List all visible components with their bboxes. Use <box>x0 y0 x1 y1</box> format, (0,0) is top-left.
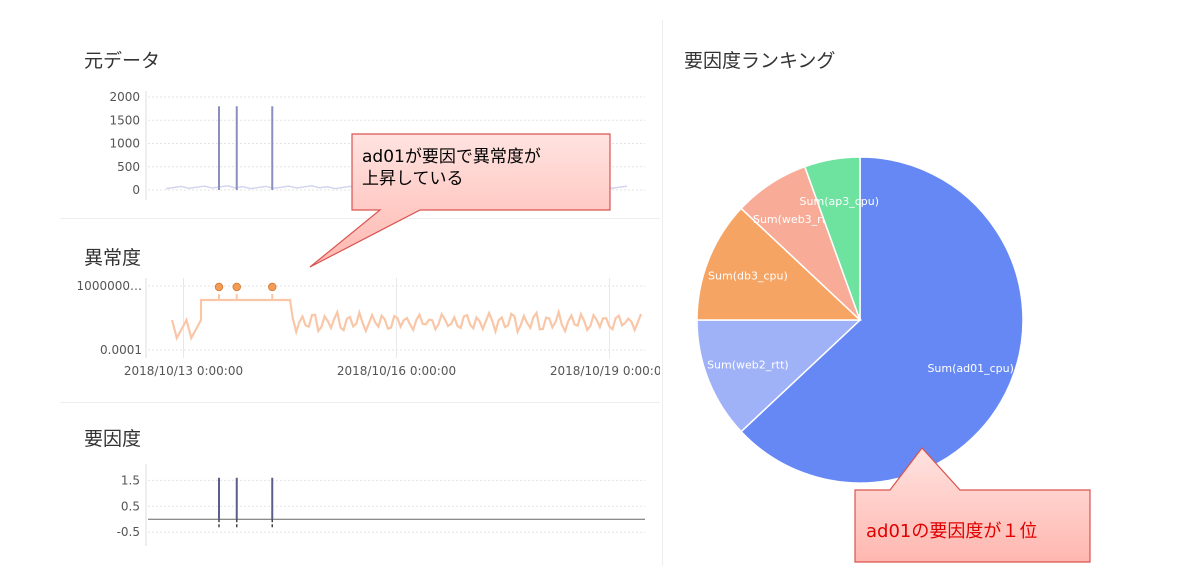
anomaly-chart: 1000000… 0.0001 2018/10/13 0:00:00 2018/10/… <box>77 278 660 378</box>
pie-slice <box>740 156 1024 484</box>
anomaly-callout-shape <box>309 133 611 268</box>
factor-title: 要因度 <box>84 428 142 450</box>
anomaly-point <box>214 282 224 292</box>
ranking-pie-chart: Sum(ad01_cpu) Sum(web2_rtt) Sum(db3_cpu) Su… <box>696 156 1024 484</box>
raw-y-tick-label: 500 <box>117 160 140 174</box>
pie-slice-label: Sum(ad01_cpu) <box>927 362 1013 375</box>
factor-y-tick-label: 1.5 <box>121 473 140 487</box>
anomaly-x-tick-label: 2018/10/16 0:00:00 <box>337 364 456 378</box>
factor-y-tick-label: -0.5 <box>117 525 140 539</box>
factor-y-tick-label: 0.5 <box>121 499 140 513</box>
pie-slice <box>696 207 862 321</box>
raw-y-tick-label: 1000 <box>109 137 140 151</box>
raw-data-title: 元データ <box>84 50 161 72</box>
raw-y-tick-label: 2000 <box>109 90 140 104</box>
rank-callout-text: ad01の要因度が１位 <box>866 521 1038 542</box>
anomaly-series <box>170 298 643 341</box>
pie-slice-label: Sum(db3_cpu) <box>708 270 788 283</box>
pie-slice-label: Sum(ap3_cpu) <box>800 195 879 208</box>
pie-slice <box>696 319 862 433</box>
raw-y-tick-label: 1500 <box>109 113 140 127</box>
rank-callout-shape <box>854 447 1091 563</box>
anomaly-callout-text: ad01が要因で異常度が 上昇している <box>362 146 541 190</box>
anomaly-x-tick-label: 2018/10/19 0:00:00 <box>550 364 660 378</box>
panel-separator-vertical <box>662 20 663 566</box>
pie-slice <box>803 156 861 321</box>
anomaly-point <box>268 282 277 292</box>
raw-y-tick-label: 0 <box>132 183 140 197</box>
anomaly-point <box>232 282 241 292</box>
factor-chart: 1.5 0.5 -0.5 <box>117 464 645 546</box>
anomaly-title: 異常度 <box>84 247 142 269</box>
anomaly-callout-line1: ad01が要因で異常度が <box>362 147 541 167</box>
anomaly-y-tick-label: 0.0001 <box>100 343 142 357</box>
anomaly-y-tick-label: 1000000… <box>77 279 142 293</box>
pie-slice-label: Sum(web2_rtt) <box>707 358 789 371</box>
ranking-title: 要因度ランキング <box>684 50 836 72</box>
panel-separator <box>60 218 660 219</box>
anomaly-callout-line2: 上昇している <box>362 169 464 189</box>
pie-slice-label: Sum(web3_rtt) <box>753 213 835 226</box>
panel-separator <box>60 402 660 403</box>
anomaly-x-tick-label: 2018/10/13 0:00:00 <box>124 364 243 378</box>
